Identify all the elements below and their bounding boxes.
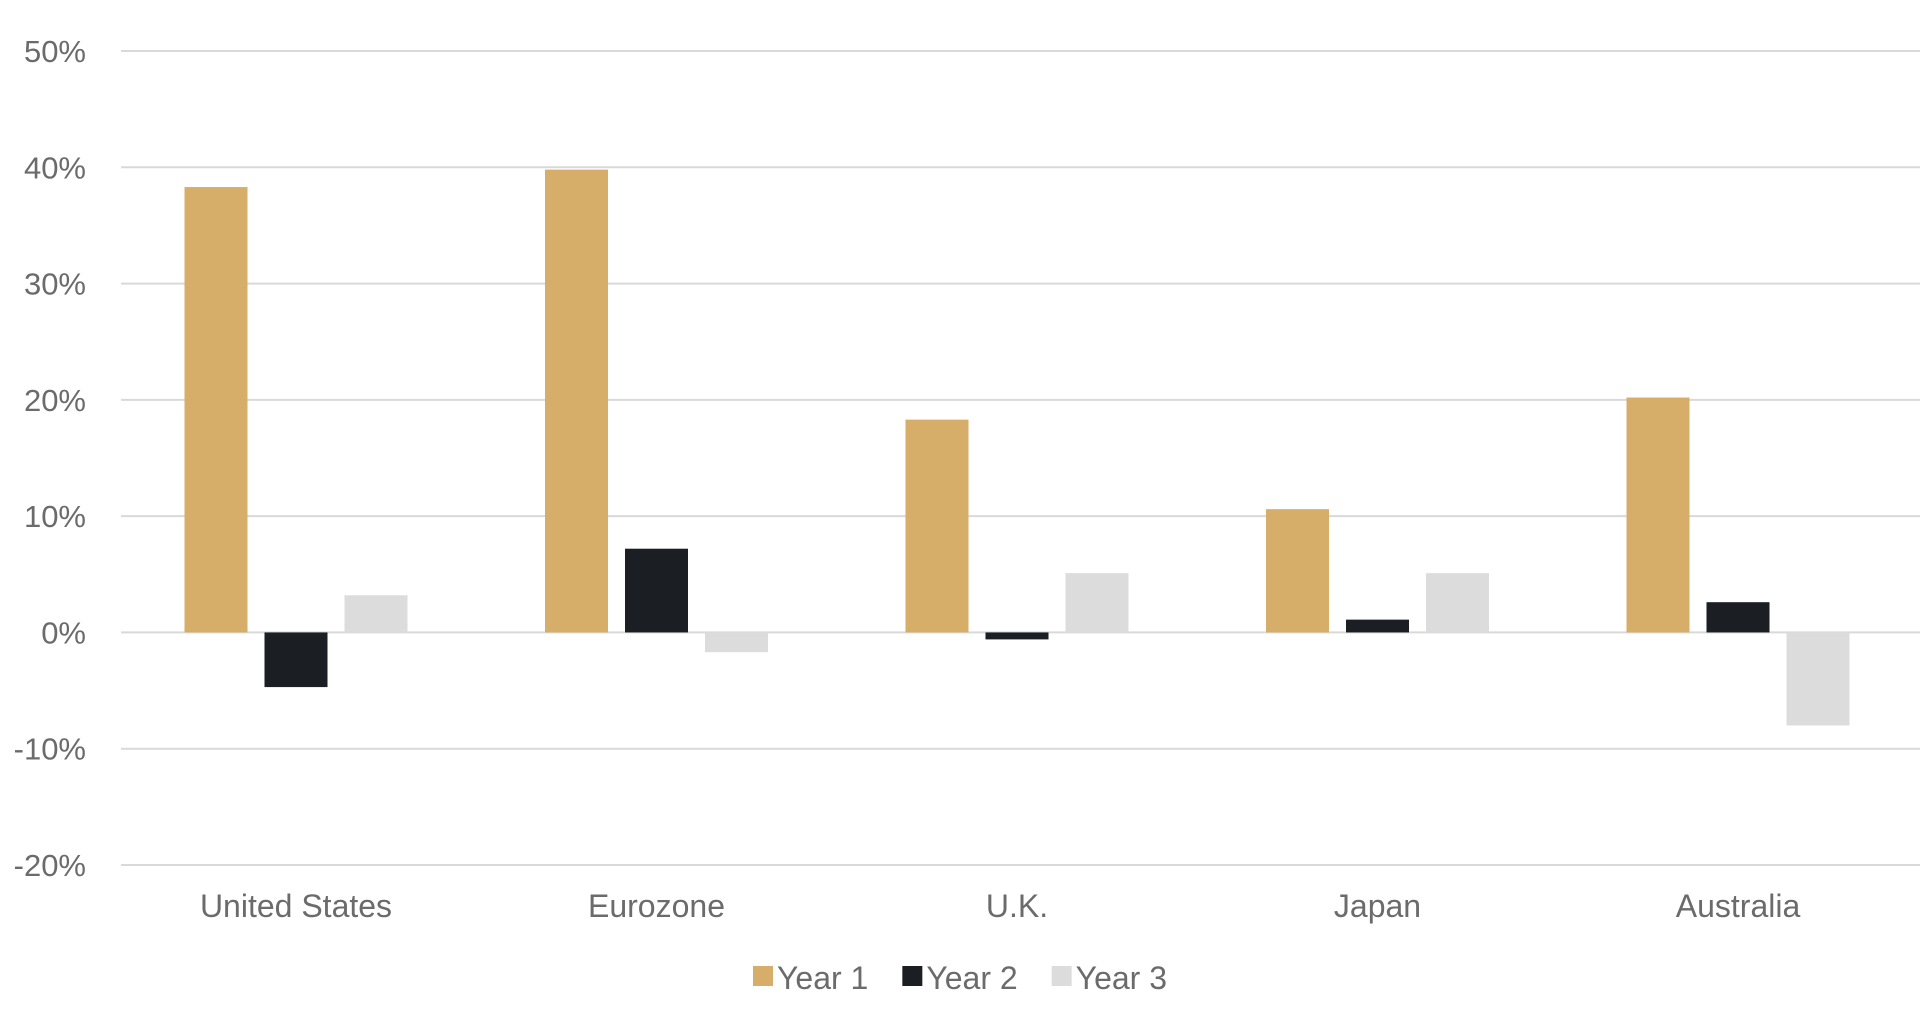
- y-tick-label: 20%: [24, 383, 86, 418]
- y-axis-tick-labels: 50% 40% 30% 20% 10% 0% -10% -20%: [14, 34, 86, 883]
- legend-label: Year 2: [926, 960, 1017, 996]
- bar-year-1-eurozone: [545, 169, 608, 633]
- y-tick-label: 40%: [24, 150, 86, 185]
- bar-year-1-japan: [1266, 509, 1329, 633]
- legend-label: Year 3: [1076, 960, 1167, 996]
- bar-year-1-u-k: [905, 419, 969, 633]
- bar-year-3-eurozone: [705, 632, 768, 653]
- bar-year-3-u-k: [1065, 573, 1129, 633]
- legend-swatch: [752, 966, 773, 986]
- x-axis-category-labels: United States Eurozone U.K. Japan Australia: [200, 888, 1801, 924]
- bar-year-3-australia: [1786, 632, 1850, 726]
- legend-swatch: [1051, 966, 1072, 986]
- bar-year-2-eurozone: [625, 548, 688, 633]
- legend-label: Year 1: [777, 960, 868, 996]
- bars: [184, 169, 1850, 726]
- x-category-label: Australia: [1676, 888, 1801, 924]
- y-tick-label: 30%: [24, 267, 86, 302]
- bar-year-1-australia: [1626, 397, 1690, 633]
- x-category-label: United States: [200, 888, 392, 924]
- legend: Year 1 Year 2 Year 3: [752, 960, 1167, 996]
- y-tick-label: 50%: [24, 34, 86, 69]
- x-category-label: Japan: [1334, 888, 1421, 924]
- x-category-label: U.K.: [986, 888, 1048, 924]
- bar-year-1-united-states: [184, 187, 248, 633]
- legend-swatch: [902, 966, 923, 986]
- bar-year-3-japan: [1426, 573, 1489, 633]
- y-tick-label: 0%: [41, 615, 86, 650]
- bar-year-2-u-k: [985, 632, 1049, 640]
- y-tick-label: -10%: [14, 732, 86, 767]
- legend-item: Year 1: [752, 960, 868, 996]
- y-tick-label: -20%: [14, 848, 86, 883]
- x-category-label: Eurozone: [588, 888, 725, 924]
- bar-year-2-united-states: [264, 632, 328, 688]
- legend-item: Year 3: [1051, 960, 1167, 996]
- bar-year-3-united-states: [344, 595, 408, 633]
- bar-year-2-japan: [1346, 619, 1409, 633]
- bar-year-2-australia: [1706, 602, 1770, 633]
- y-tick-label: 10%: [24, 499, 86, 534]
- legend-item: Year 2: [902, 960, 1018, 996]
